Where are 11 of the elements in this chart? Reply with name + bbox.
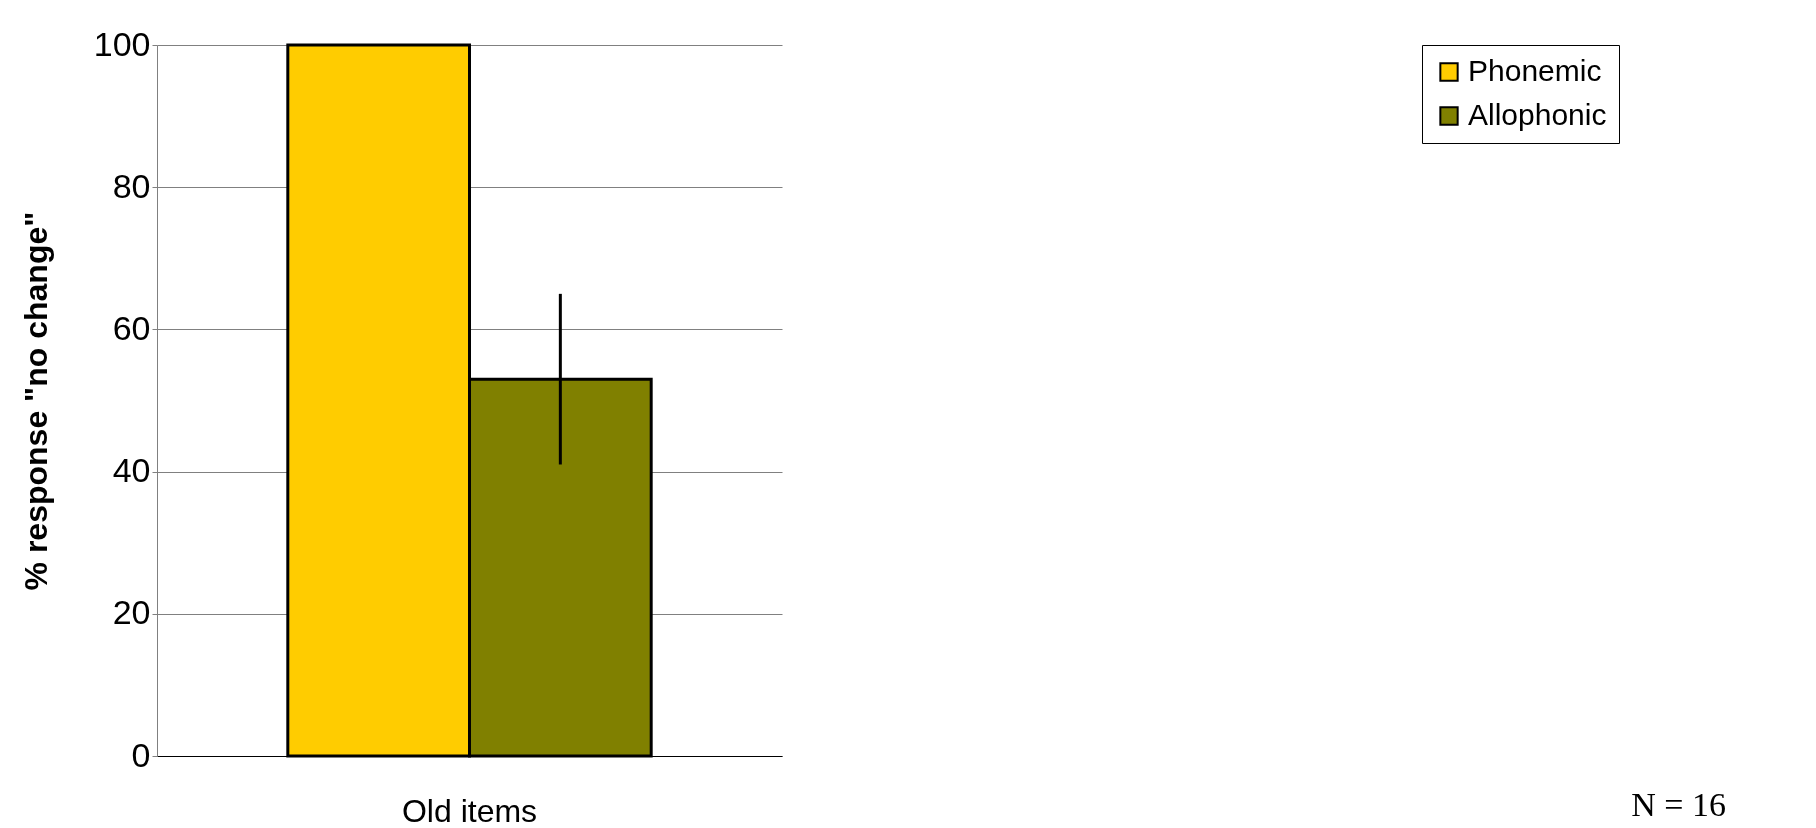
text: N = 16 xyxy=(1631,786,1726,824)
x-tick-label: Old items xyxy=(401,792,538,828)
y-tick-label: 80 xyxy=(112,166,151,205)
y-tick-label: 40 xyxy=(112,451,151,490)
legend-label: Phonemic xyxy=(1468,54,1602,87)
y-axis-title: % response "no change" xyxy=(17,211,54,591)
y-tick-label: 100 xyxy=(93,24,151,63)
y-tick-label: 0 xyxy=(131,735,151,774)
y-tick-label: 20 xyxy=(112,593,151,632)
legend-label: Allophonic xyxy=(1468,98,1607,131)
y-tick-label: 60 xyxy=(112,308,151,347)
